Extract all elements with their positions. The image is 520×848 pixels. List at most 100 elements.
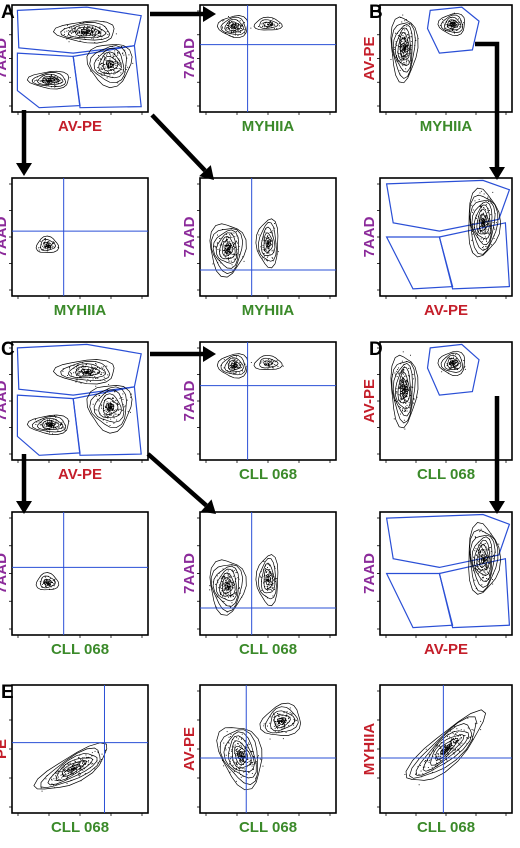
event-dot: [229, 582, 231, 584]
event-dot: [474, 723, 476, 725]
event-dot: [225, 585, 227, 587]
event-dot: [456, 739, 458, 741]
event-dot: [112, 65, 114, 67]
event-dot: [445, 748, 447, 750]
x-axis-label: CLL 068: [239, 641, 297, 658]
event-dot: [104, 410, 105, 412]
x-axis-label: CLL 068: [239, 819, 297, 836]
event-dot: [86, 372, 87, 373]
event-dot: [224, 588, 226, 590]
event-dot: [270, 25, 272, 27]
event-dot: [62, 768, 64, 770]
event-dot: [253, 756, 255, 758]
contour-line: [45, 77, 56, 83]
event-dot: [100, 67, 102, 69]
event-dot: [232, 366, 234, 367]
event-dot: [111, 406, 112, 407]
event-dot: [486, 566, 488, 567]
tick-marks: [197, 690, 331, 816]
event-dot: [413, 399, 415, 401]
event-dot: [474, 550, 476, 552]
event-dot: [266, 572, 267, 573]
event-dot: [480, 226, 482, 227]
contour-line: [98, 51, 122, 74]
event-dot: [411, 36, 413, 38]
event-dot: [51, 424, 53, 426]
event-dot: [239, 751, 241, 753]
event-dot: [86, 371, 88, 373]
event-dot: [275, 724, 277, 726]
contour-line: [263, 21, 274, 27]
event-dot: [244, 751, 245, 752]
event-dot: [281, 719, 283, 721]
flow-arrow: [16, 454, 32, 514]
event-dot: [268, 584, 270, 586]
event-dot: [71, 30, 73, 32]
event-dot: [62, 426, 64, 428]
event-dot: [44, 422, 46, 424]
event-dot: [116, 68, 118, 69]
event-dot: [110, 66, 112, 68]
event-dot: [481, 222, 483, 224]
event-dot: [413, 398, 415, 399]
event-dot: [87, 32, 89, 34]
event-dot: [485, 204, 487, 206]
event-dot: [234, 359, 236, 361]
event-dot: [498, 543, 500, 545]
event-dot: [225, 588, 227, 589]
event-dot: [401, 56, 403, 58]
event-dot: [48, 80, 50, 82]
event-dot: [485, 556, 487, 558]
event-dot: [450, 365, 452, 367]
event-dot: [88, 32, 90, 34]
event-dot: [81, 371, 83, 373]
event-dot: [101, 373, 102, 375]
event-dot: [441, 751, 443, 753]
event-dot: [461, 742, 463, 744]
event-dot: [235, 572, 237, 574]
event-dot: [452, 25, 454, 26]
event-dot: [229, 581, 231, 583]
event-dot: [402, 14, 404, 16]
event-dot: [116, 402, 118, 404]
event-dot: [271, 586, 273, 588]
event-dot: [65, 424, 66, 426]
event-dot: [417, 766, 419, 768]
event-dot: [234, 25, 236, 27]
event-dot: [244, 755, 245, 757]
event-dot: [236, 571, 238, 573]
event-dot: [47, 583, 49, 585]
event-dot: [400, 385, 402, 387]
contour-line: [219, 729, 258, 785]
y-axis-label: 7AAD: [361, 216, 378, 257]
event-dot: [457, 735, 459, 737]
event-dot: [106, 31, 108, 32]
event-dot: [282, 724, 283, 725]
event-dot: [100, 29, 102, 31]
contour-line: [228, 21, 241, 32]
event-dot: [401, 393, 403, 395]
arrow-head: [199, 165, 214, 180]
event-dot: [88, 760, 90, 761]
event-dot: [483, 557, 485, 558]
event-dot: [484, 554, 486, 556]
event-dot: [241, 757, 243, 758]
event-dot: [74, 767, 76, 769]
event-dot: [403, 368, 404, 370]
event-dot: [278, 722, 280, 724]
event-dot: [472, 211, 473, 213]
event-dot: [256, 761, 258, 762]
event-dot: [461, 26, 463, 28]
event-dot: [483, 222, 485, 224]
event-dot: [275, 581, 276, 582]
event-dot: [455, 749, 456, 750]
event-dot: [51, 423, 53, 425]
event-dot: [268, 589, 270, 591]
event-dot: [475, 218, 477, 219]
event-dot: [55, 427, 56, 429]
contour-line: [468, 522, 502, 595]
event-dot: [239, 752, 240, 753]
event-dot: [451, 366, 453, 368]
event-dot: [232, 360, 234, 362]
tick-marks: [377, 690, 507, 816]
